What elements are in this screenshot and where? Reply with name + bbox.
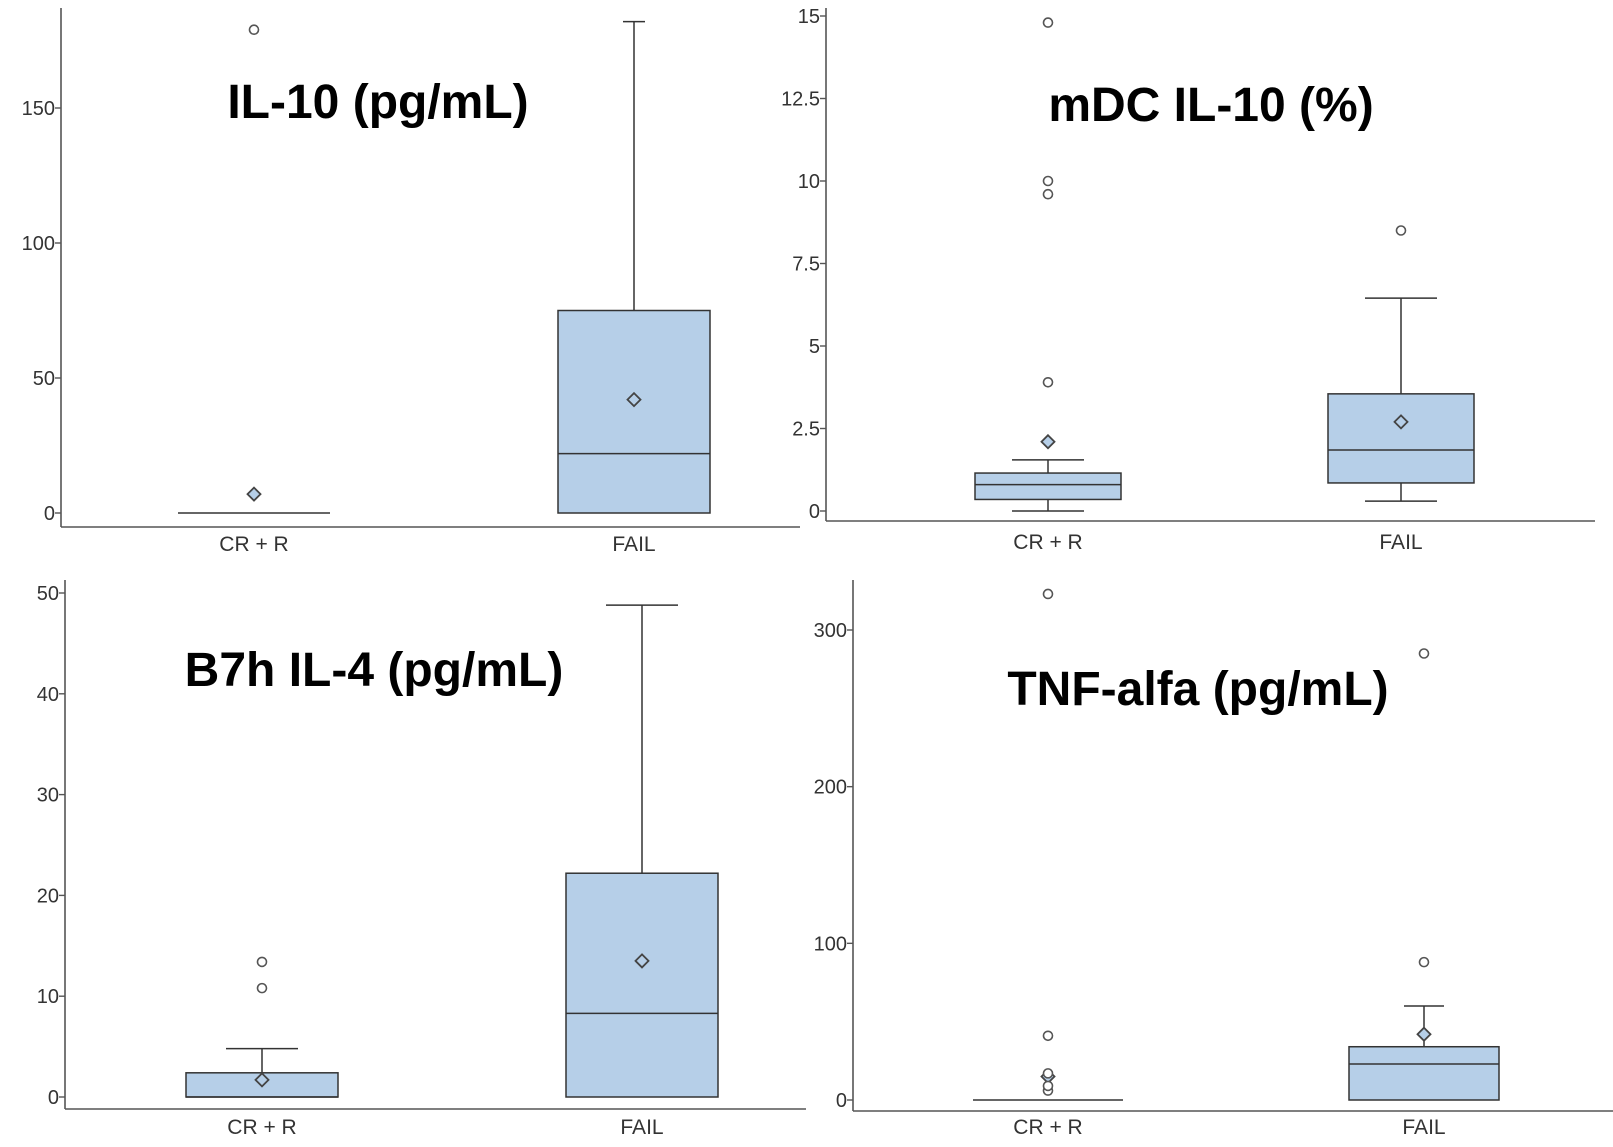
outlier-point: [1042, 17, 1054, 28]
outlier-point: [1042, 1080, 1054, 1092]
outlier-point: [1042, 175, 1054, 187]
outlier-point: [1042, 588, 1054, 600]
y-tick-label: 300: [814, 620, 847, 642]
y-tick-label: 0: [44, 503, 55, 525]
x-category-label: FAIL: [1379, 531, 1422, 554]
y-tick-label: 20: [37, 885, 59, 907]
outlier-point: [1042, 376, 1054, 388]
y-tick-label: 10: [37, 986, 59, 1008]
box-iqr: [565, 872, 719, 1098]
y-tick-label: 100: [22, 233, 55, 255]
mean-marker: [254, 1072, 270, 1088]
y-tick-label: 5: [809, 336, 820, 358]
mean-marker: [626, 391, 642, 408]
box-iqr: [557, 309, 711, 514]
box-iqr: [974, 472, 1122, 501]
outlier-point: [1042, 1068, 1054, 1079]
y-tick-label: 0: [836, 1090, 847, 1112]
x-category-label: CR + R: [227, 1116, 296, 1139]
y-tick-label: 12.5: [781, 89, 820, 111]
chart-title: TNF-alfa (pg/mL): [1007, 663, 1388, 716]
x-category-label: CR + R: [1013, 531, 1082, 554]
y-tick-label: 15: [798, 6, 820, 28]
y-tick-label: 10: [798, 171, 820, 193]
y-tick-label: 100: [814, 933, 847, 955]
x-category-label: FAIL: [620, 1116, 663, 1139]
outlier-point: [1418, 956, 1430, 968]
outlier-point: [1418, 648, 1430, 659]
y-tick-label: 40: [37, 684, 59, 706]
y-tick-label: 0: [809, 501, 820, 523]
outlier-point: [1395, 225, 1407, 236]
mean-marker: [1416, 1026, 1432, 1042]
y-tick-label: 200: [814, 777, 847, 799]
outlier-point: [1042, 188, 1054, 200]
box-iqr: [1348, 1045, 1500, 1101]
y-tick-label: 7.5: [792, 254, 820, 276]
outlier-point: [248, 24, 260, 36]
chart-panel-1: 0 50 100 150 CR + R FAIL IL-10 (pg/mL): [22, 8, 800, 556]
x-category-label: CR + R: [219, 533, 288, 556]
y-tick-label: 0: [48, 1087, 59, 1109]
chart-panel-4: 0 100 200 300 CR + R FAIL TNF-alfa (pg/mL): [814, 580, 1613, 1139]
mean-marker: [1040, 433, 1056, 450]
chart-panel-3: 0 10 20 30 40 50 CR + R FAIL B7h IL-4 (pg/mL): [37, 580, 806, 1139]
y-tick-label: 50: [33, 368, 55, 390]
y-tick-label: 50: [37, 583, 59, 605]
outlier-point: [256, 956, 268, 968]
x-category-label: FAIL: [612, 533, 655, 556]
chart-title: mDC IL-10 (%): [1048, 79, 1373, 132]
chart-title: B7h IL-4 (pg/mL): [185, 644, 564, 697]
mean-marker: [634, 953, 650, 969]
mean-marker: [1393, 414, 1409, 430]
y-tick-label: 2.5: [792, 419, 820, 441]
outlier-point: [1042, 1030, 1054, 1042]
mean-marker: [246, 486, 262, 502]
x-category-label: CR + R: [1013, 1116, 1082, 1139]
outlier-point: [256, 982, 268, 994]
chart-panel-2: 0 2.5 5 7.5 10 12.5 15 CR + R FAIL mDC IL-10 (%): [781, 6, 1595, 554]
box-iqr: [1327, 393, 1475, 484]
x-category-label: FAIL: [1402, 1116, 1445, 1139]
y-tick-label: 150: [22, 98, 55, 120]
y-tick-label: 30: [37, 785, 59, 807]
chart-title: IL-10 (pg/mL): [227, 76, 528, 129]
